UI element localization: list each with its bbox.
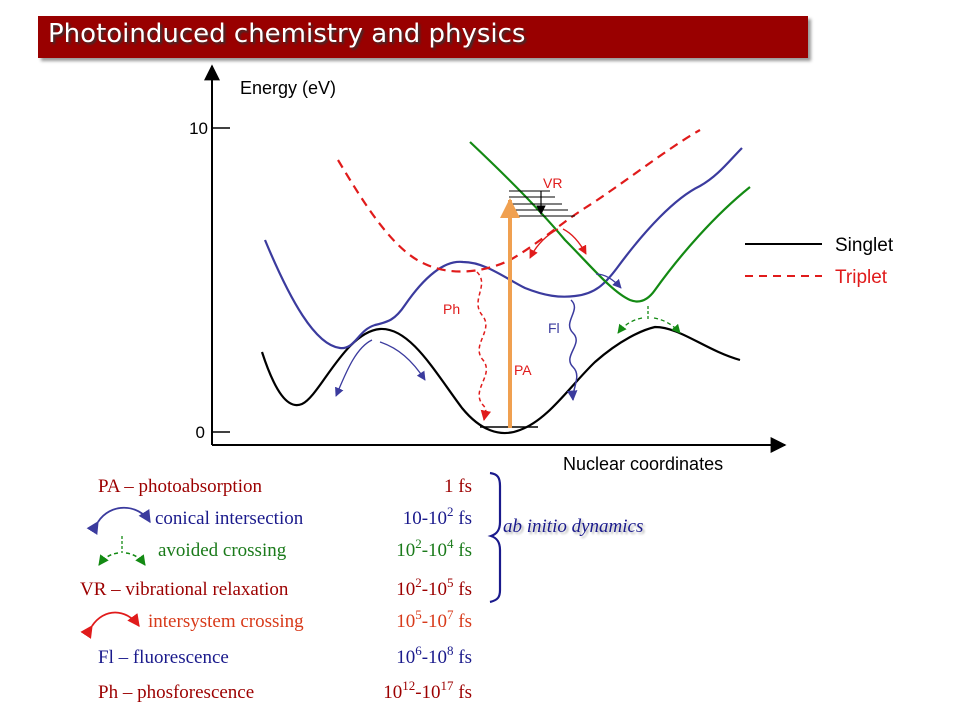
timescale-value: 1012-1017 fs <box>383 678 472 703</box>
phosphorescence-arrow <box>476 271 492 422</box>
x-axis-label: Nuclear coordinates <box>563 454 723 474</box>
fluorescence-arrow <box>566 299 578 402</box>
ph-label: Ph <box>443 301 460 317</box>
vr-label: VR <box>543 175 562 191</box>
timescale-value: 102-104 fs <box>396 536 472 561</box>
y-tick-label-10: 10 <box>189 119 208 138</box>
conical-arrow-upper <box>595 273 622 289</box>
avoided-arrow-left <box>617 317 643 334</box>
vibrational-levels <box>509 190 575 217</box>
timescale-value: 1 fs <box>444 476 472 497</box>
timescale-label: avoided crossing <box>158 540 287 561</box>
timescale-value: 106-108 fs <box>396 643 472 668</box>
curved-double-arrow-icon <box>86 507 151 535</box>
conical-arrow-left <box>335 339 373 397</box>
singlet-2-curve <box>469 141 751 303</box>
timescale-table: PA – photoabsorption 1 fs conical intersec… <box>80 476 472 703</box>
timescale-value: 105-107 fs <box>396 607 472 632</box>
avoided-arrow-right <box>653 317 681 334</box>
timescale-value: 102-105 fs <box>396 575 472 600</box>
ground-state-curve <box>260 325 741 435</box>
fl-label: Fl <box>548 320 560 336</box>
ab-initio-label: ab initio dynamics <box>503 516 644 537</box>
pa-label: PA <box>514 362 532 378</box>
timescale-label: conical intersection <box>155 508 304 529</box>
title-bar: Photoinduced chemistry and physics <box>38 16 808 58</box>
timescale-value: 10-102 fs <box>403 504 472 529</box>
timescale-label: intersystem crossing <box>148 611 304 632</box>
isc-arrow-left <box>529 228 559 259</box>
triplet-curve <box>337 129 701 273</box>
timescale-label: PA – photoabsorption <box>98 476 262 497</box>
slide-title: Photoinduced chemistry and physics <box>48 19 526 49</box>
y-axis-label: Energy (eV) <box>240 78 336 98</box>
y-tick-label-0: 0 <box>196 423 205 442</box>
timescale-label: VR – vibrational relaxation <box>80 579 289 600</box>
legend-singlet-label: Singlet <box>835 235 894 256</box>
split-arrow-icon <box>98 536 146 566</box>
curved-double-arrow-icon <box>80 611 140 639</box>
isc-arrow-right <box>562 228 587 255</box>
legend-triplet-label: Triplet <box>835 267 888 288</box>
timescale-label: Ph – phosforescence <box>98 682 254 703</box>
singlet-1-curve <box>263 147 743 350</box>
timescale-label: Fl – fluorescence <box>98 647 229 668</box>
brace <box>487 471 502 604</box>
conical-arrow-right <box>379 341 426 381</box>
